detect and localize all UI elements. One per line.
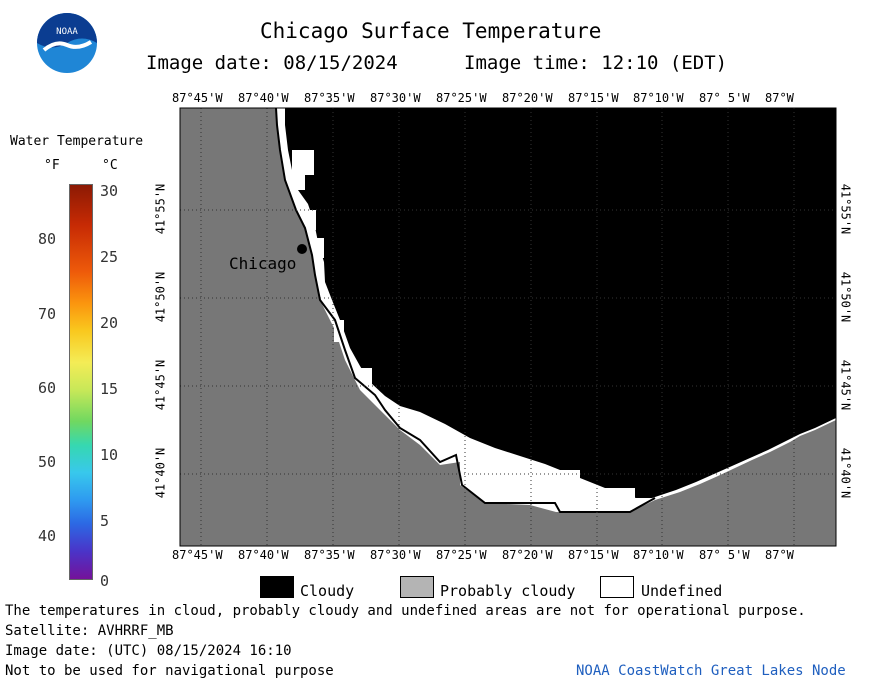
undefined-patch xyxy=(305,175,317,195)
graticule xyxy=(180,108,836,546)
map-frame xyxy=(179,107,837,547)
longitude-tick-top: 87°35'W xyxy=(304,91,355,105)
noaa-logo: NOAA xyxy=(36,12,98,74)
latitude-tick-left: 41°50'N xyxy=(153,271,168,323)
scale-tick-c: 30 xyxy=(100,182,119,200)
scale-tick-f: 70 xyxy=(38,305,57,323)
satellite-text: Satellite: AVHRRF_MB xyxy=(5,623,174,639)
longitude-tick-bottom: 87°W xyxy=(765,548,794,562)
longitude-tick-top: 87° 5'W xyxy=(699,91,750,105)
utc-date-text: Image date: (UTC) 08/15/2024 16:10 xyxy=(5,643,292,659)
legend-label-cloudy: Cloudy xyxy=(300,582,355,600)
longitude-tick-top: 87°10'W xyxy=(633,91,684,105)
longitude-tick-bottom: 87°10'W xyxy=(633,548,684,562)
longitude-tick-bottom: 87°35'W xyxy=(304,548,355,562)
disclaimer-text: The temperatures in cloud, probably clou… xyxy=(5,603,806,619)
latitude-tick-left: 41°40'N xyxy=(153,447,168,499)
longitude-tick-bottom: 87°40'W xyxy=(238,548,289,562)
longitude-tick-top: 87°20'W xyxy=(502,91,553,105)
cloudy-area xyxy=(285,108,836,498)
latitude-tick-left: 41°55'N xyxy=(153,183,168,235)
scale-tick-f: 80 xyxy=(38,230,57,248)
temperature-scale: Water Temperature °F °C 80 70 60 50 40 30 25 20… xyxy=(0,130,160,600)
nav-warning-text: Not to be used for navigational purpose xyxy=(5,663,334,679)
scale-tick-f: 50 xyxy=(38,453,57,471)
longitude-tick-bottom: 87°45'W xyxy=(172,548,223,562)
legend-label-undefined: Undefined xyxy=(641,582,723,600)
latitude-tick-right: 41°45'N xyxy=(838,359,853,411)
scale-tick-c: 15 xyxy=(100,380,119,398)
undefined-patch xyxy=(520,470,580,500)
scale-tick-f: 60 xyxy=(38,379,57,397)
scale-tick-c: 0 xyxy=(100,572,110,590)
longitude-tick-bottom: 87° 5'W xyxy=(699,548,750,562)
longitude-tick-top: 87°40'W xyxy=(238,91,289,105)
legend-swatch-probably-cloudy xyxy=(400,576,434,598)
map-area: Chicago 87°45'W 87°40'W 87°35'W 87°30'W 87°2… xyxy=(153,91,853,562)
latitude-tick-right: 41°50'N xyxy=(838,271,853,323)
undefined-patch xyxy=(585,488,635,508)
city-label: Chicago xyxy=(229,254,296,273)
noaa-logo-icon: NOAA xyxy=(37,13,97,73)
scale-tick-c: 10 xyxy=(100,446,119,464)
latitude-tick-right: 41°40'N xyxy=(838,447,853,499)
scale-tick-f: 40 xyxy=(38,527,57,545)
legend-label-probably-cloudy: Probably cloudy xyxy=(440,582,576,600)
longitude-tick-bottom: 87°15'W xyxy=(568,548,619,562)
scale-tick-c: 25 xyxy=(100,248,119,266)
longitude-tick-bottom: 87°25'W xyxy=(436,548,487,562)
page-title: Chicago Surface Temperature xyxy=(260,19,602,43)
credit-text: NOAA CoastWatch Great Lakes Node xyxy=(576,663,846,679)
undefined-patch xyxy=(314,238,324,258)
latitude-tick-right: 41°55'N xyxy=(838,183,853,235)
longitude-tick-top: 87°30'W xyxy=(370,91,421,105)
longitude-tick-bottom: 87°20'W xyxy=(502,548,553,562)
scale-tick-c: 20 xyxy=(100,314,119,332)
undefined-patch xyxy=(306,210,316,230)
scale-tick-c: 5 xyxy=(100,512,110,530)
color-ramp xyxy=(69,184,93,580)
legend-swatch-undefined xyxy=(600,576,634,598)
longitude-tick-bottom: 87°30'W xyxy=(370,548,421,562)
image-time-label: Image time: 12:10 (EDT) xyxy=(464,52,728,74)
longitude-tick-top: 87°15'W xyxy=(568,91,619,105)
latitude-tick-left: 41°45'N xyxy=(153,359,168,411)
legend-swatch-cloudy xyxy=(260,576,294,598)
lake-michigan-map: Chicago xyxy=(179,107,837,547)
scale-unit-c: °C xyxy=(102,158,118,173)
longitude-tick-top: 87°45'W xyxy=(172,91,223,105)
chicago-marker xyxy=(297,244,307,254)
longitude-tick-top: 87°W xyxy=(765,91,794,105)
logo-text: NOAA xyxy=(56,27,78,37)
scale-title: Water Temperature xyxy=(10,134,144,149)
image-date-label: Image date: 08/15/2024 xyxy=(146,52,398,74)
scale-unit-f: °F xyxy=(44,158,60,173)
longitude-tick-top: 87°25'W xyxy=(436,91,487,105)
